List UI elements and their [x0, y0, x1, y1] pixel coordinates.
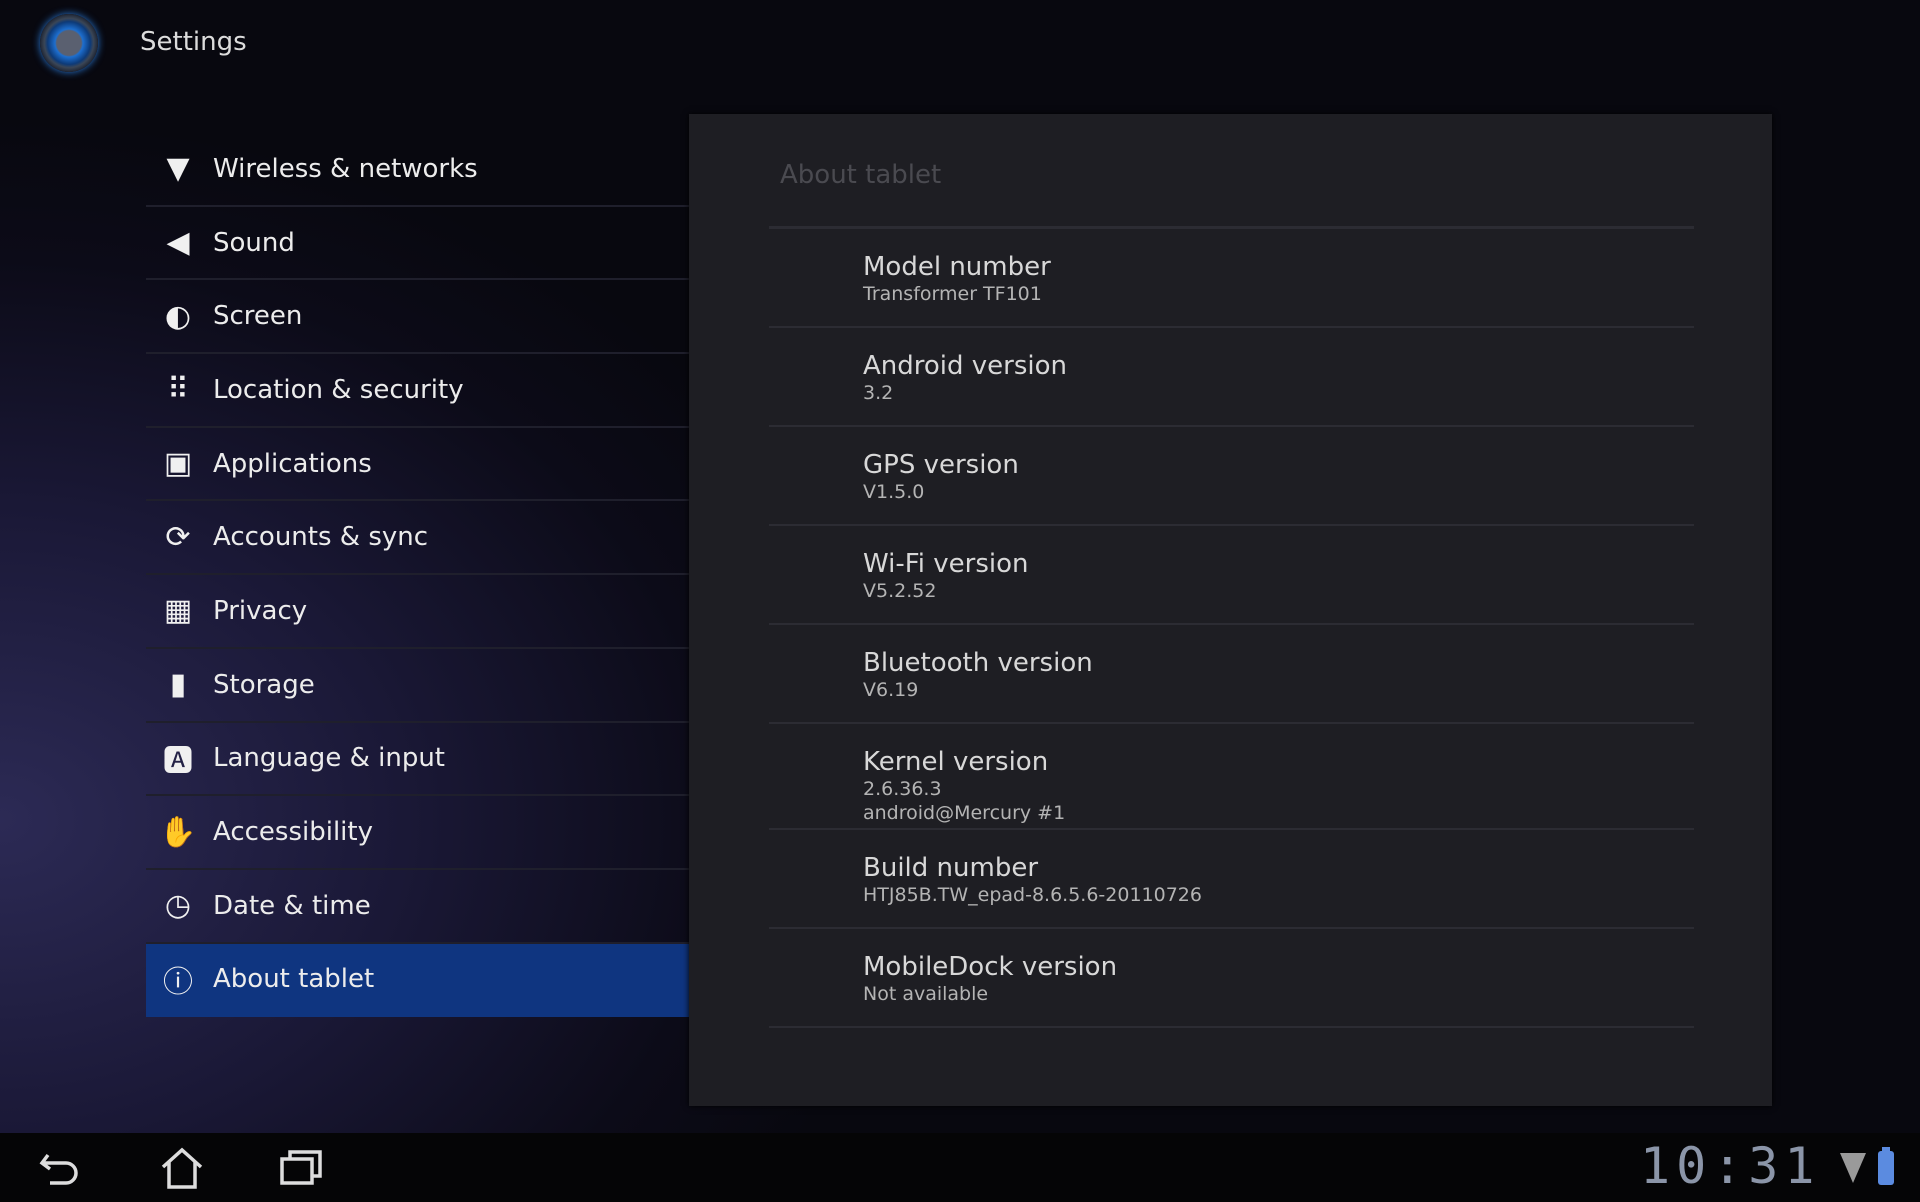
sd-card-icon: ▮: [169, 667, 187, 703]
info-list: Model number Transformer TF101 Android ver…: [769, 226, 1694, 1028]
battery-icon[interactable]: [1876, 1147, 1896, 1187]
info-row-value: V1.5.0: [863, 481, 925, 503]
sidebar-item-label: About tablet: [213, 964, 375, 995]
sidebar-item-about-tablet[interactable]: ⓘ About tablet: [146, 943, 690, 1018]
info-row-title: Build number: [863, 853, 1039, 883]
privacy-icon: ▦: [163, 593, 193, 629]
info-icon: ⓘ: [163, 965, 193, 1001]
applications-icon: ▣: [163, 446, 193, 482]
sidebar-item-screen[interactable]: ◐ Screen: [146, 280, 690, 355]
sidebar-item-label: Applications: [213, 448, 372, 479]
clock[interactable]: 10:31: [1640, 1137, 1821, 1195]
info-row-value-2: android@Mercury #1: [863, 802, 1066, 824]
sidebar-item-date-time[interactable]: ◷ Date & time: [146, 870, 690, 944]
info-row-value: Transformer TF101: [863, 283, 1042, 305]
info-row-title: MobileDock version: [863, 952, 1118, 982]
info-row-value: V6.19: [863, 679, 919, 701]
sidebar-item-label: Wireless & networks: [213, 153, 478, 184]
back-icon[interactable]: [36, 1145, 86, 1191]
sidebar-item-label: Accounts & sync: [213, 522, 429, 553]
sidebar-item-label: Location & security: [213, 374, 464, 405]
info-row-build-number[interactable]: Build number HTJ85B.TW_epad-8.6.5.6-20110…: [769, 830, 1694, 929]
speaker-icon: ◀: [166, 225, 190, 261]
home-icon[interactable]: [157, 1145, 207, 1191]
info-row-value: 2.6.36.3: [863, 778, 942, 800]
recent-apps-icon[interactable]: [276, 1145, 326, 1191]
settings-sidebar: ▼ Wireless & networks ◀ Sound ◐ Screen ⠿ Locati…: [146, 133, 690, 1018]
info-row-value: V5.2.52: [863, 580, 937, 602]
settings-app-icon[interactable]: [40, 14, 98, 72]
sidebar-item-sound[interactable]: ◀ Sound: [146, 207, 690, 281]
sync-icon: ⟳: [165, 519, 191, 555]
info-row-android-version[interactable]: Android version 3.2: [769, 328, 1694, 427]
sidebar-item-label: Accessibility: [213, 817, 373, 848]
hand-icon: ✋: [159, 814, 197, 850]
info-row-title: Bluetooth version: [863, 648, 1093, 678]
brightness-icon: ◐: [164, 298, 192, 334]
info-row-kernel-version[interactable]: Kernel version 2.6.36.3 android@Mercury #1: [769, 724, 1694, 830]
sidebar-item-applications[interactable]: ▣ Applications: [146, 428, 690, 502]
about-tablet-panel: About tablet Model number Transformer TF1…: [689, 114, 1772, 1106]
info-row-gps-version[interactable]: GPS version V1.5.0: [769, 427, 1694, 526]
info-row-value: Not available: [863, 983, 989, 1005]
wifi-signal-icon[interactable]: [1838, 1151, 1868, 1185]
app-title: Settings: [140, 27, 247, 57]
system-bar: 10:31: [0, 1133, 1920, 1202]
sidebar-item-privacy[interactable]: ▦ Privacy: [146, 575, 690, 649]
info-row-title: GPS version: [863, 450, 1019, 480]
info-row-title: Android version: [863, 351, 1068, 381]
sidebar-item-accounts-sync[interactable]: ⟳ Accounts & sync: [146, 501, 690, 576]
clock-icon: ◷: [164, 888, 192, 924]
sidebar-item-label: Language & input: [213, 743, 445, 774]
info-row-title: Kernel version: [863, 747, 1049, 777]
action-bar: Settings: [0, 0, 1920, 90]
wifi-icon: ▼: [166, 151, 190, 187]
sidebar-item-label: Storage: [213, 669, 315, 700]
sidebar-item-accessibility[interactable]: ✋ Accessibility: [146, 796, 690, 870]
sidebar-item-label: Sound: [213, 227, 295, 258]
info-row-title: Model number: [863, 252, 1051, 282]
info-row-title: Wi-Fi version: [863, 549, 1029, 579]
sidebar-item-storage[interactable]: ▮ Storage: [146, 649, 690, 723]
info-row-wi-fi-version[interactable]: Wi-Fi version V5.2.52: [769, 526, 1694, 625]
info-row-value: 3.2: [863, 382, 894, 404]
sidebar-item-wireless-networks[interactable]: ▼ Wireless & networks: [146, 133, 690, 207]
sidebar-item-label: Screen: [213, 301, 303, 332]
panel-title: About tablet: [780, 160, 942, 190]
info-row-value: HTJ85B.TW_epad-8.6.5.6-20110726: [863, 884, 1202, 906]
sidebar-item-label: Date & time: [213, 890, 371, 921]
sidebar-item-label: Privacy: [213, 595, 308, 626]
sidebar-item-location-security[interactable]: ⠿ Location & security: [146, 354, 690, 428]
info-row-model-number[interactable]: Model number Transformer TF101: [769, 229, 1694, 328]
info-row-mobiledock-version[interactable]: MobileDock version Not available: [769, 929, 1694, 1028]
info-row-bluetooth-version[interactable]: Bluetooth version V6.19: [769, 625, 1694, 724]
sidebar-item-language-input[interactable]: 🅰 Language & input: [146, 723, 690, 797]
keyboard-letter-icon: 🅰: [163, 744, 193, 780]
grid-lock-icon: ⠿: [167, 372, 189, 408]
